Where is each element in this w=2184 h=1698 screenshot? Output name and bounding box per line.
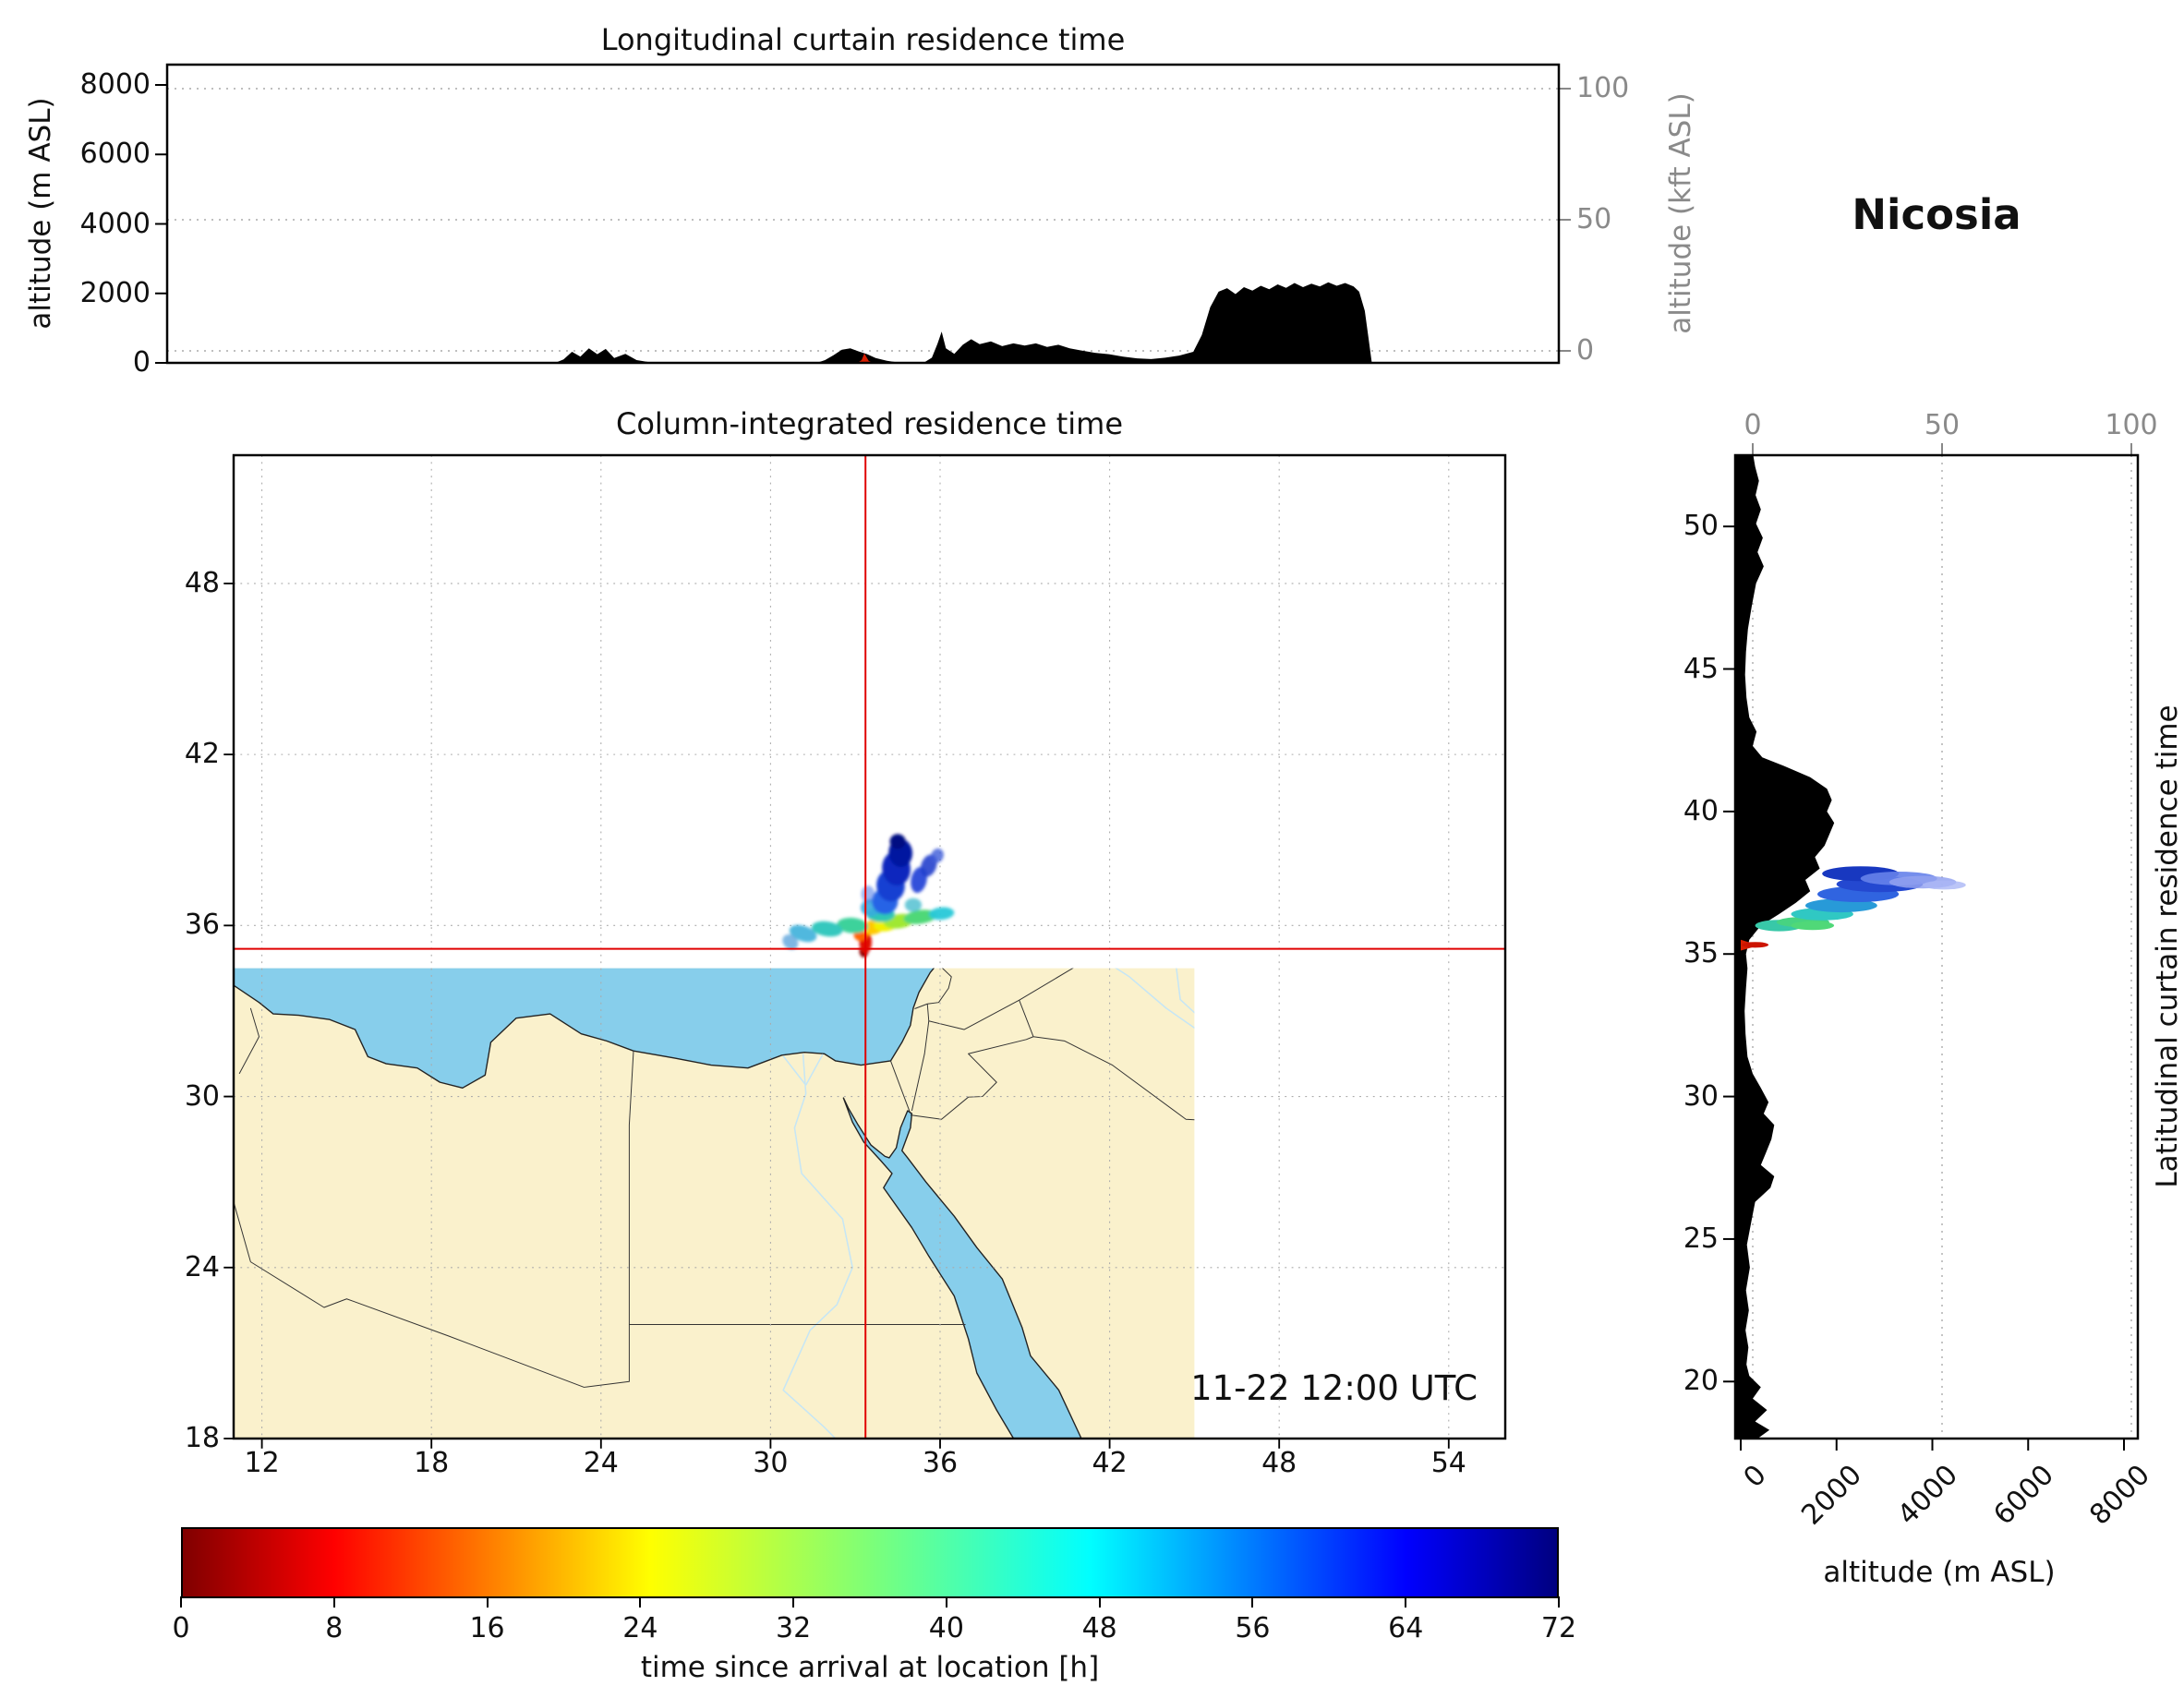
tick-label: 40 xyxy=(1683,794,1719,827)
terrain-profile-longitude xyxy=(167,282,1559,363)
tick-label: 30 xyxy=(753,1447,789,1479)
source-marker xyxy=(857,353,874,363)
persian-gulf xyxy=(1271,1095,1505,1268)
tick-label: 6000 xyxy=(1987,1458,2060,1532)
right-panel-xlabel: altitude (m ASL) xyxy=(1823,1556,2056,1589)
basemap xyxy=(233,615,1505,1439)
tick-label: 4000 xyxy=(79,207,151,240)
lake-tuz xyxy=(861,837,872,856)
station-name: Nicosia xyxy=(1852,190,2021,239)
plume-blob xyxy=(1923,880,1966,890)
island-rhodes xyxy=(707,918,719,925)
tick-label: 100 xyxy=(1576,72,1630,104)
tick-label: 16 xyxy=(469,1612,505,1644)
plume-blob xyxy=(1805,898,1877,913)
map-canvas xyxy=(223,453,1507,1449)
colorbar-label: time since arrival at location [h] xyxy=(640,1651,1100,1684)
plume-blob xyxy=(782,934,799,950)
tick-label: 30 xyxy=(184,1079,220,1113)
lake-van xyxy=(1135,846,1154,857)
tick-label: 8 xyxy=(325,1612,344,1644)
panel-frame xyxy=(165,63,1561,365)
tick-label: 100 xyxy=(2105,409,2158,441)
tick-label: 18 xyxy=(184,1422,220,1454)
residence-time-plume xyxy=(782,834,955,957)
tick-label: 42 xyxy=(184,738,220,771)
tick-label: 0 xyxy=(1737,1458,1773,1495)
plume-blob xyxy=(903,909,937,924)
plume-blob xyxy=(928,907,955,921)
tick-label: 48 xyxy=(1261,1447,1297,1479)
top-panel-ylabel-right: altitude (kft ASL) xyxy=(1664,92,1697,334)
tick-label: 6000 xyxy=(79,138,151,171)
terrain-profile-latitude xyxy=(1735,455,1835,1439)
red-sea xyxy=(842,1097,1082,1439)
tick-label: 20 xyxy=(1683,1365,1719,1398)
tick-label: 0 xyxy=(1576,334,1595,367)
tick-label: 8000 xyxy=(2082,1458,2156,1532)
colorbar-gradient xyxy=(181,1527,1559,1598)
plume-blob xyxy=(811,921,843,937)
tick-label: 32 xyxy=(776,1612,812,1644)
plume-blob xyxy=(930,848,944,863)
tick-label: 35 xyxy=(1683,937,1719,970)
tick-label: 72 xyxy=(1540,1612,1577,1644)
plume-blob xyxy=(904,897,923,912)
bosporus-strait xyxy=(663,777,748,813)
tick-label: 24 xyxy=(622,1612,658,1644)
tick-label: 2000 xyxy=(1795,1458,1869,1532)
tick-label: 36 xyxy=(922,1447,959,1479)
plume-blob xyxy=(1791,921,1835,931)
caspian-sea xyxy=(1254,615,1446,907)
tick-label: 30 xyxy=(1683,1079,1719,1113)
country-borders xyxy=(233,968,1195,1388)
plume-blob xyxy=(837,917,868,933)
tick-label: 12 xyxy=(244,1447,280,1479)
panel-frame xyxy=(1733,453,2140,1440)
tick-label: 24 xyxy=(583,1447,619,1479)
tick-label: 18 xyxy=(414,1447,450,1479)
right-panel-title: Latitudinal curtain residence time xyxy=(2151,704,2184,1188)
top-panel-title: Longitudinal curtain residence time xyxy=(600,22,1126,57)
tick-label: 4000 xyxy=(1891,1458,1965,1532)
tick-label: 48 xyxy=(184,566,220,599)
tick-label: 54 xyxy=(1430,1447,1466,1479)
tick-label: 64 xyxy=(1388,1612,1424,1644)
tick-label: 24 xyxy=(184,1250,220,1283)
latitudinal-curtain-panel xyxy=(1723,443,2140,1451)
plume-blob xyxy=(861,885,875,903)
tick-label: 50 xyxy=(1924,409,1961,441)
tick-label: 56 xyxy=(1235,1612,1271,1644)
tick-label: 0 xyxy=(132,346,151,379)
tick-label: 48 xyxy=(1081,1612,1117,1644)
tick-label: 8000 xyxy=(79,68,151,101)
tick-label: 36 xyxy=(184,909,220,942)
island-sicily xyxy=(274,861,363,904)
plume-blob xyxy=(789,924,817,943)
tick-label: 0 xyxy=(1744,409,1762,441)
tick-label: 42 xyxy=(1092,1447,1128,1479)
tick-label: 2000 xyxy=(79,276,151,309)
lake-urmia xyxy=(1200,865,1215,893)
longitudinal-curtain-panel xyxy=(155,63,1571,365)
tick-label: 0 xyxy=(172,1612,190,1644)
panel-frame xyxy=(232,453,1507,1440)
tick-label: 50 xyxy=(1576,203,1612,235)
sea-of-marmara xyxy=(686,783,751,801)
tick-label: 25 xyxy=(1683,1222,1719,1255)
plume-blob xyxy=(1742,942,1769,948)
tick-label: 50 xyxy=(1683,510,1719,543)
mediterranean-sea xyxy=(233,968,935,1089)
tick-label: 45 xyxy=(1683,652,1719,685)
tick-label: 40 xyxy=(928,1612,964,1644)
top-panel-ylabel-left: altitude (m ASL) xyxy=(24,97,57,330)
map-panel-title: Column-integrated residence time xyxy=(615,406,1124,441)
plume-blob xyxy=(889,834,906,849)
